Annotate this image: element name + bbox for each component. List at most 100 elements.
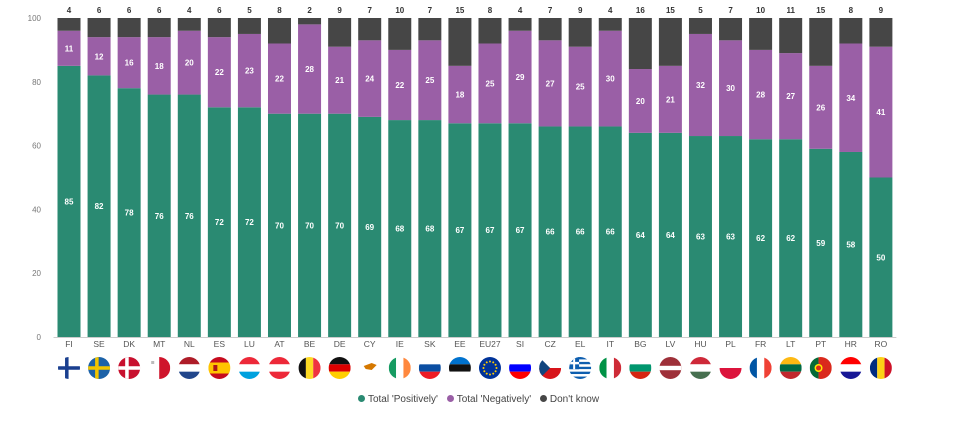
flag-icon-hu xyxy=(689,357,712,379)
y-tick-label: 40 xyxy=(32,205,41,214)
x-tick-label: AT xyxy=(274,339,284,349)
bar-segment-dont-know xyxy=(658,18,682,66)
data-label-negatively: 22 xyxy=(215,68,224,77)
bar-segment-negatively xyxy=(328,46,352,114)
flag-icon-cy xyxy=(358,357,381,379)
data-label-dont-know: 9 xyxy=(578,6,583,15)
bar-segment-positively xyxy=(207,107,231,337)
y-tick-label: 100 xyxy=(28,14,42,23)
bar-segment-negatively xyxy=(388,49,412,121)
flag-icon-el xyxy=(569,357,592,379)
bar-segment-negatively xyxy=(598,30,622,127)
legend-item-positively: Total 'Positively' xyxy=(357,394,438,405)
flag-icon-bg xyxy=(629,357,652,379)
bar-segment-negatively xyxy=(298,24,322,114)
legend-label-dont-know: Don't know xyxy=(549,394,600,405)
data-label-negatively: 21 xyxy=(335,76,344,85)
data-label-negatively: 20 xyxy=(636,97,645,106)
bar-segment-dont-know xyxy=(57,18,81,31)
bar-segment-dont-know xyxy=(719,18,743,41)
flag-icon-pt xyxy=(809,357,832,379)
data-label-positively: 76 xyxy=(155,212,164,221)
bar-segment-dont-know xyxy=(779,18,803,54)
data-label-positively: 58 xyxy=(846,240,855,249)
data-label-positively: 62 xyxy=(786,234,795,243)
data-label-negatively: 25 xyxy=(486,79,495,88)
x-tick-label: SI xyxy=(516,339,524,349)
data-label-positively: 66 xyxy=(576,228,585,237)
data-label-dont-know: 10 xyxy=(395,6,404,15)
flag-icon-eu27 xyxy=(478,357,501,379)
x-tick-label: EU27 xyxy=(479,339,501,349)
data-label-positively: 68 xyxy=(395,225,404,234)
flag-icon-ie xyxy=(388,357,411,379)
data-label-positively: 76 xyxy=(185,212,194,221)
bar-segment-positively xyxy=(688,136,712,337)
data-label-negatively: 18 xyxy=(155,62,164,71)
bar-segment-negatively xyxy=(688,33,712,137)
data-label-dont-know: 7 xyxy=(728,6,733,15)
bar-segment-dont-know xyxy=(267,18,291,44)
data-label-dont-know: 8 xyxy=(488,6,493,15)
legend-item-dont-know: Don't know xyxy=(539,394,600,405)
data-label-negatively: 22 xyxy=(275,75,284,84)
bar-segment-positively xyxy=(117,88,141,338)
data-label-dont-know: 6 xyxy=(217,6,222,15)
flag-icon-lu xyxy=(238,357,261,379)
data-label-dont-know: 4 xyxy=(518,6,523,15)
data-label-dont-know: 7 xyxy=(367,6,372,15)
bar-segment-negatively xyxy=(448,65,472,124)
x-tick-label: SE xyxy=(93,339,105,349)
data-label-positively: 85 xyxy=(65,197,74,206)
bar-segment-dont-know xyxy=(869,18,893,47)
data-label-positively: 68 xyxy=(425,225,434,234)
bar-segment-positively xyxy=(147,94,171,337)
flag-icon-fr xyxy=(749,357,772,379)
bar-segment-negatively xyxy=(478,43,502,124)
y-tick-label: 20 xyxy=(32,269,41,278)
data-label-negatively: 28 xyxy=(756,91,765,100)
bar-segment-dont-know xyxy=(478,18,502,44)
data-label-negatively: 27 xyxy=(546,79,555,88)
bar-segment-negatively xyxy=(508,30,532,124)
data-label-negatively: 12 xyxy=(95,52,104,61)
data-label-dont-know: 5 xyxy=(698,6,703,15)
data-label-dont-know: 9 xyxy=(879,6,884,15)
bar-segment-dont-know xyxy=(508,18,532,31)
bar-segment-negatively xyxy=(358,40,382,117)
bar-segment-negatively xyxy=(538,40,562,127)
data-label-negatively: 26 xyxy=(816,103,825,112)
bar-segment-positively xyxy=(809,148,833,337)
bar-segment-negatively xyxy=(658,65,682,133)
flag-icon-mt xyxy=(148,357,171,379)
bar-segment-positively xyxy=(508,123,532,338)
bar-segment-positively xyxy=(298,113,322,337)
data-label-positively: 66 xyxy=(546,228,555,237)
data-label-negatively: 30 xyxy=(606,75,615,84)
data-label-dont-know: 4 xyxy=(187,6,192,15)
bar-segment-positively xyxy=(267,113,291,337)
data-label-positively: 67 xyxy=(516,226,525,235)
bar-segment-negatively xyxy=(87,37,111,76)
data-label-dont-know: 8 xyxy=(277,6,282,15)
data-label-positively: 66 xyxy=(606,228,615,237)
data-label-dont-know: 6 xyxy=(127,6,132,15)
x-tick-label: NL xyxy=(184,339,195,349)
bar-segment-positively xyxy=(328,113,352,337)
legend-label-positively: Total 'Positively' xyxy=(367,394,438,405)
x-tick-label: SK xyxy=(424,339,436,349)
x-tick-label: HU xyxy=(694,339,706,349)
bar-segment-negatively xyxy=(809,65,833,149)
bar-segment-negatively xyxy=(869,46,893,178)
data-label-dont-know: 5 xyxy=(247,6,252,15)
bar-segment-negatively xyxy=(839,43,863,152)
legend-item-negatively: Total 'Negatively' xyxy=(446,394,531,405)
bar-segment-dont-know xyxy=(688,18,712,34)
legend-swatch-dont-know xyxy=(539,395,547,402)
bar-segment-dont-know xyxy=(598,18,622,31)
data-label-negatively: 23 xyxy=(245,67,254,76)
data-label-negatively: 18 xyxy=(455,91,464,100)
bar-segment-dont-know xyxy=(749,18,773,50)
bar-segment-positively xyxy=(779,139,803,337)
